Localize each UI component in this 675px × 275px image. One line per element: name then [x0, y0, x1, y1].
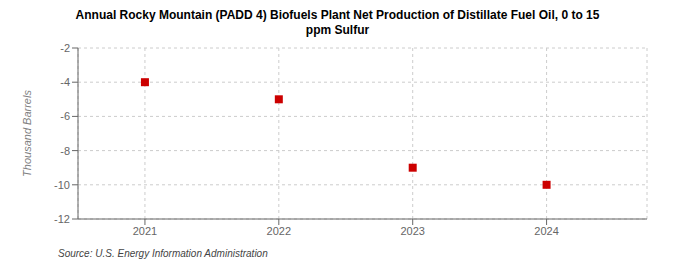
html-text:Annual Rocky Mountain (PADD 4): Annual Rocky Mountain (PADD 4) Biofuels … — [75, 8, 600, 22]
svg-text:2022: 2022 — [267, 225, 291, 237]
svg-text:2024: 2024 — [534, 225, 558, 237]
svg-text:-10: -10 — [54, 179, 70, 191]
html-text:Source: U.S. Energy Informatio: Source: U.S. Energy Information Administ… — [58, 248, 268, 259]
svg-text:-2: -2 — [60, 42, 70, 54]
svg-text:-4: -4 — [60, 76, 70, 88]
svg-text:Thousand Barrels: Thousand Barrels — [21, 90, 33, 177]
svg-text:-8: -8 — [60, 145, 70, 157]
svg-text:2021: 2021 — [133, 225, 157, 237]
html-text:ppm Sulfur: ppm Sulfur — [305, 23, 370, 37]
svg-text:-6: -6 — [60, 110, 70, 122]
svg-text:-12: -12 — [54, 213, 70, 225]
svg-text:2023: 2023 — [400, 225, 424, 237]
